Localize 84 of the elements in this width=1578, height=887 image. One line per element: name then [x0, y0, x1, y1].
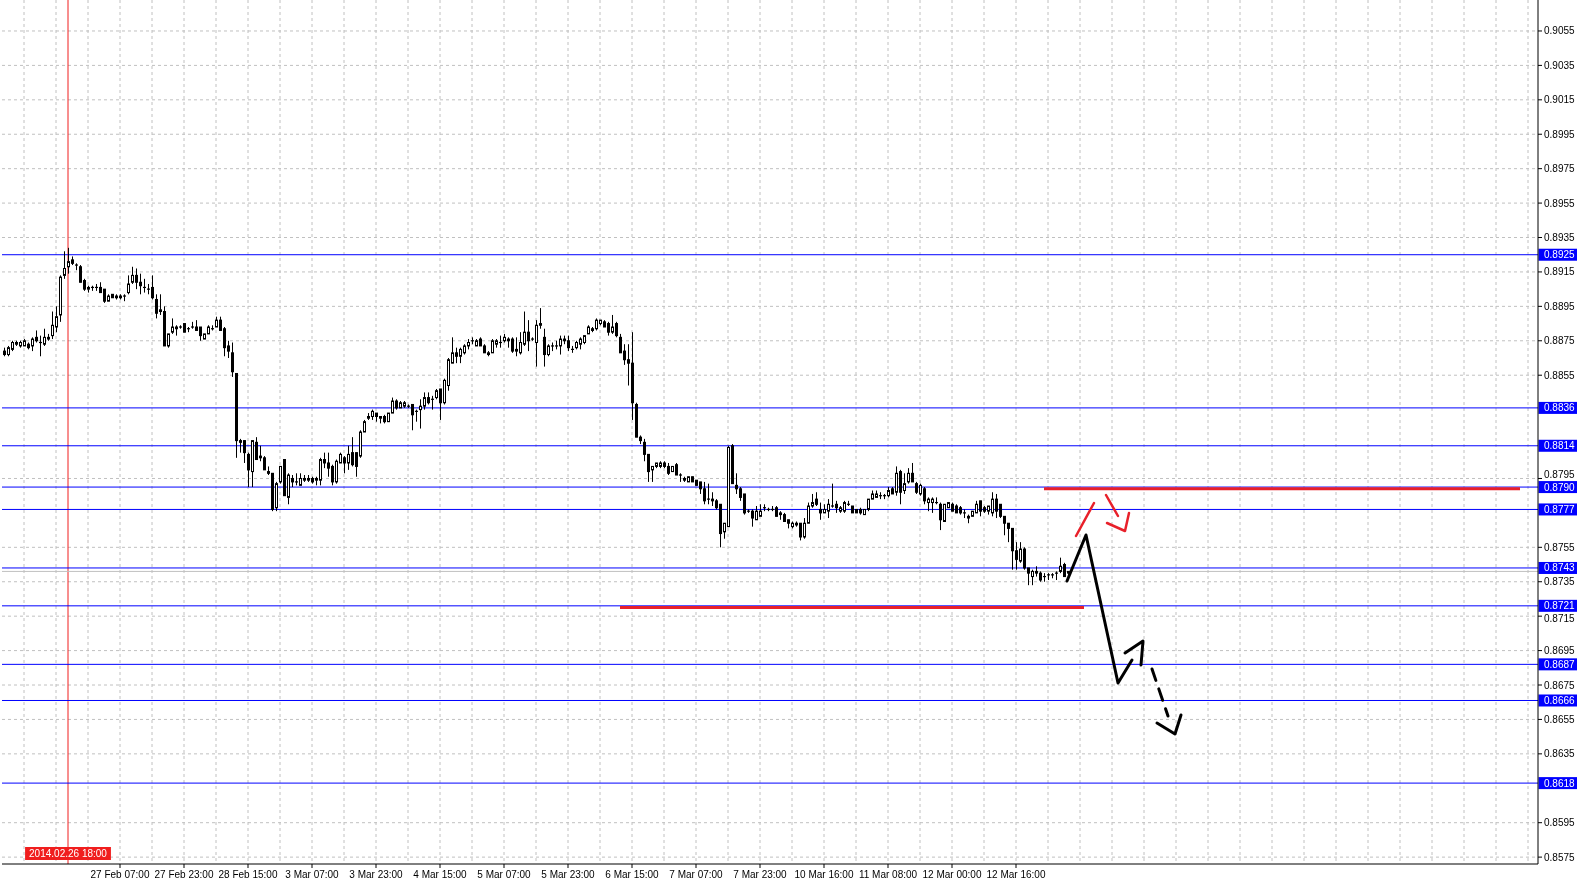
y-tick-label: 0.8655: [1544, 713, 1576, 725]
candlestick: [543, 328, 546, 368]
y-tick-label: 0.9055: [1544, 25, 1576, 37]
candlestick: [1011, 527, 1014, 571]
y-tick-label: 0.8735: [1544, 576, 1576, 588]
x-tick-label: 10 Mar 16:00: [794, 869, 854, 880]
y-tick-label: 0.8975: [1544, 163, 1576, 175]
candlestick: [911, 462, 914, 483]
y-tick-label: 0.8995: [1544, 128, 1576, 140]
candlestick: [139, 273, 142, 295]
candlestick: [319, 457, 322, 486]
x-tick-label: 12 Mar 00:00: [922, 869, 982, 880]
x-tick-label: 27 Feb 07:00: [90, 869, 150, 880]
candlestick: [895, 465, 898, 497]
candlestick: [231, 342, 234, 378]
y-tick-label: 0.8575: [1544, 851, 1576, 863]
x-tick-label: 12 Mar 16:00: [986, 869, 1046, 880]
x-tick-label: 27 Feb 23:00: [154, 869, 214, 880]
x-tick-label: 3 Mar 23:00: [349, 869, 404, 880]
x-tick-label: 11 Mar 08:00: [858, 869, 918, 880]
candlestick: [243, 440, 246, 464]
ref-line-label: 0.8743: [1544, 562, 1576, 574]
candlestick: [939, 502, 942, 531]
ref-line-label: 0.8925: [1544, 249, 1576, 261]
x-tick-label: 4 Mar 15:00: [413, 869, 468, 880]
candlestick: [831, 483, 834, 509]
y-tick-label: 0.8635: [1544, 748, 1576, 760]
y-tick-label: 0.8755: [1544, 541, 1576, 553]
candlestick: [331, 464, 334, 486]
candlestick: [419, 398, 422, 430]
candlestick: [1023, 546, 1026, 571]
candlestick: [827, 498, 830, 519]
y-tick-label: 0.8895: [1544, 300, 1576, 312]
candlestick: [67, 247, 70, 275]
y-tick-label: 0.8915: [1544, 266, 1576, 278]
candlestick: [611, 314, 614, 335]
ref-line-label: 0.8836: [1544, 402, 1576, 414]
candlestick: [55, 305, 58, 333]
ref-line-label: 0.8666: [1544, 694, 1576, 706]
candlestick: [135, 267, 138, 290]
y-tick-label: 0.9015: [1544, 94, 1576, 106]
ref-line-label: 0.8687: [1544, 658, 1576, 670]
candlestick: [903, 472, 906, 495]
ref-line-label: 0.8790: [1544, 481, 1576, 493]
x-tick-label: 7 Mar 23:00: [733, 869, 788, 880]
y-tick-label: 0.9035: [1544, 59, 1576, 71]
x-tick-label: 7 Mar 07:00: [669, 869, 724, 880]
y-tick-label: 0.8695: [1544, 645, 1576, 657]
candlestick: [127, 274, 130, 295]
x-tick-label: 3 Mar 07:00: [285, 869, 340, 880]
y-tick-label: 0.8855: [1544, 369, 1576, 381]
candlestick: [703, 481, 706, 505]
candlestick: [63, 250, 66, 280]
candlestick: [51, 311, 54, 340]
candlestick: [151, 274, 154, 300]
ref-line-label: 0.8814: [1544, 440, 1576, 452]
y-tick-label: 0.8675: [1544, 679, 1576, 691]
candlestick: [899, 469, 902, 505]
candlestick: [347, 445, 350, 471]
x-tick-label: 28 Feb 15:00: [218, 869, 278, 880]
y-tick-label: 0.8595: [1544, 817, 1576, 829]
candlestick: [155, 293, 158, 319]
candlestick: [991, 491, 994, 517]
y-tick-label: 0.8875: [1544, 335, 1576, 347]
candlestick: [515, 336, 518, 357]
y-tick-label: 0.8795: [1544, 469, 1576, 481]
candlestick: [351, 436, 354, 467]
x-tick-label: 5 Mar 23:00: [541, 869, 596, 880]
candlestick: [527, 319, 530, 352]
ref-line-label: 0.8618: [1544, 777, 1576, 789]
candlestick: [995, 493, 998, 519]
y-tick-label: 0.8715: [1544, 612, 1576, 624]
ref-line-label: 0.8721: [1544, 600, 1576, 612]
candlestick: [535, 319, 538, 368]
y-tick-label: 0.8935: [1544, 232, 1576, 244]
candlestick: [411, 403, 414, 431]
candlestick: [735, 472, 738, 495]
candlestick: [519, 331, 522, 356]
y-tick-label: 0.8955: [1544, 197, 1576, 209]
x-tick-label: 6 Mar 15:00: [605, 869, 660, 880]
x-tick-label: 2014.02.26 18:00: [29, 848, 108, 859]
x-tick-label: 5 Mar 07:00: [477, 869, 532, 880]
ref-line-label: 0.8777: [1544, 503, 1576, 515]
candlestick: [559, 335, 562, 356]
